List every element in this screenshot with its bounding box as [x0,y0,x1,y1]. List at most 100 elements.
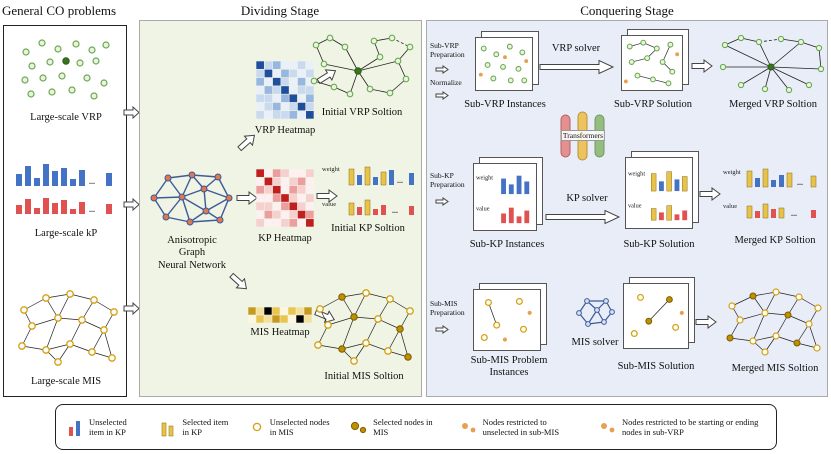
merged-kp-solution-graphic: weight ... value ... [723,168,817,219]
dividing-stage-title: Dividing Stage [240,3,320,18]
gnn-label: Anisotropic Graph Neural Network [147,235,237,272]
general-co-panel: Large-scale VRP ... ... Large-scale kP [3,25,127,397]
legend-item-selected-mis: Selected nodes in MIS [350,417,441,437]
value-label: value [322,201,336,208]
mis-heatmap [248,307,312,323]
vrp-heatmap-label: VRP Heatmap [254,125,316,136]
legend-item-restricted-unselected: Nodes restricted to unselected in sub-MI… [460,417,581,437]
mis-solver-icon [576,298,615,327]
sub-kp-preparation-label: Sub-KP Preparation [430,171,465,190]
ellipsis: ... [397,176,403,185]
sub-mis-preparation-label: Sub-MIS Preparation [430,299,465,318]
weight-label: weight [628,171,645,178]
vrp-heatmap-to-solution-arrow [316,69,337,85]
sub-mis-solution-cards [623,277,695,349]
transformers-label: Transformers [560,130,606,141]
large-scale-mis-label: Large-scale MIS [30,376,102,387]
sub-vrp-solution-label: Sub-VRP Solution [613,99,693,110]
legend-label: Nodes restricted to be starting or endin… [621,416,759,437]
sub-kp-instances-graphic: weight value [476,175,530,224]
mis-heatmap-label: MIS Heatmap [250,327,310,338]
legend-label: Selected item in KP [182,416,229,437]
sub-vrp-instances-label: Sub-VRP Instances [464,99,546,110]
initial-kp-solution-label: Initial KP Soltion [331,223,405,234]
gnn-label-line3: Neural Network [158,259,226,271]
prep-arrow-icon [435,91,449,100]
kp-solver-label: KP solver [566,193,608,204]
card-front: weight value [625,157,693,229]
sub-vrp-preparation-label: Sub-VRP Preparation [430,41,465,60]
sub-mis-instances-cards [473,283,547,351]
merged-kp-solution-label: Merged KP Soltion [734,235,816,246]
legend-item-unselected-kp: Unselected item in KP [68,417,143,437]
ellipsis: ... [89,177,95,186]
co-panel-title: General CO problems [2,3,117,18]
sub-vrp-solution-graphic [623,39,680,87]
gnn-to-kp-heatmap-arrow [236,191,258,205]
vrp-solver-label: VRP solver [551,43,601,54]
merged-vrp-solution-graphic [719,34,825,94]
initial-mis-solution-graphic [314,289,414,365]
value-label: value [476,206,490,213]
sub-kp-solution-cards: weight value [625,151,699,229]
initial-mis-solution-label: Initial MIS Soltion [324,371,404,382]
legend-label: Nodes restricted to unselected in sub-MI… [482,416,560,437]
unselected-kp-item-icon [69,421,80,436]
initial-vrp-solution-label: Initial VRP Soltion [321,107,403,118]
kp-solver-arrow [545,209,621,225]
gnn-label-line1: Anisotropic [167,235,217,246]
prep-arrow-icon [435,325,449,334]
selected-kp-item-icon [162,422,174,437]
transformers-block: Transformers [557,111,609,161]
ellipsis: ... [797,178,803,187]
legend-item-selected-kp: Selected item in KP [161,417,230,437]
card-front [621,35,683,91]
co-to-dividing-arrow [123,198,140,211]
initial-vrp-solution-graphic [310,34,414,98]
co-to-dividing-arrow [123,302,140,315]
kp-value-bars: ... [16,198,112,214]
value-label: value [628,203,642,210]
to-merged-kp-arrow [699,187,721,201]
merged-vrp-solution-label: Merged VRP Soltion [729,99,817,110]
mis-solver-label: MIS solver [571,337,619,348]
sub-kp-instances-label: Sub-KP Instances [469,239,545,250]
card-front [473,289,541,351]
to-merged-mis-arrow [695,315,717,329]
sub-mis-solution-graphic [630,293,684,338]
legend-item-unselected-mis: Unselected nodes in MIS [249,417,332,437]
sub-mis-instances-label: Sub-MIS Problem Instances [470,355,548,379]
kp-weight-bars: ... [16,164,112,186]
large-scale-vrp-label: Large-scale VRP [30,112,102,123]
ellipsis: ... [791,209,797,218]
initial-kp-solution-graphic: weight ... value ... [322,166,414,216]
kp-heatmap-label: KP Heatmap [258,233,312,244]
sub-vrp-solution-cards [621,29,689,91]
legend-label: Unselected nodes in MIS [269,416,330,437]
sub-vrp-instances-cards [475,31,539,91]
legend-label: Selected nodes in MIS [373,416,433,437]
sub-mis-solution-label: Sub-MIS Solution [617,361,695,372]
large-scale-kp-label: Large-scale kP [34,228,98,239]
selected-mis-node-icon [351,421,367,434]
restricted-unselected-node-icon [461,423,475,433]
value-label: value [723,203,737,210]
ellipsis: ... [89,205,95,214]
gnn-label-line2: Graph [178,247,206,259]
normalize-label: Normalize [430,78,462,87]
sub-mis-instances-graphic [480,297,532,342]
gnn-to-mis-heatmap-arrow [229,272,248,290]
sub-kp-instances-cards: weight value [473,157,543,231]
merged-mis-solution-label: Merged MIS Soltion [731,363,819,374]
weight-label: weight [476,175,493,182]
mis-heatmap-to-solution-arrow [314,309,336,324]
legend-item-restricted-start-end: Nodes restricted to be starting or endin… [599,417,764,437]
legend-label: Unselected item in KP [89,416,127,437]
card-front [475,37,533,91]
vrp-solver-arrow [539,59,615,75]
restricted-start-end-node-icon [600,423,615,433]
card-front [623,283,689,349]
conquering-stage-panel: Sub-VRP Preparation Normalize Sub-VRP In… [426,20,828,397]
prep-arrow-icon [435,197,449,206]
